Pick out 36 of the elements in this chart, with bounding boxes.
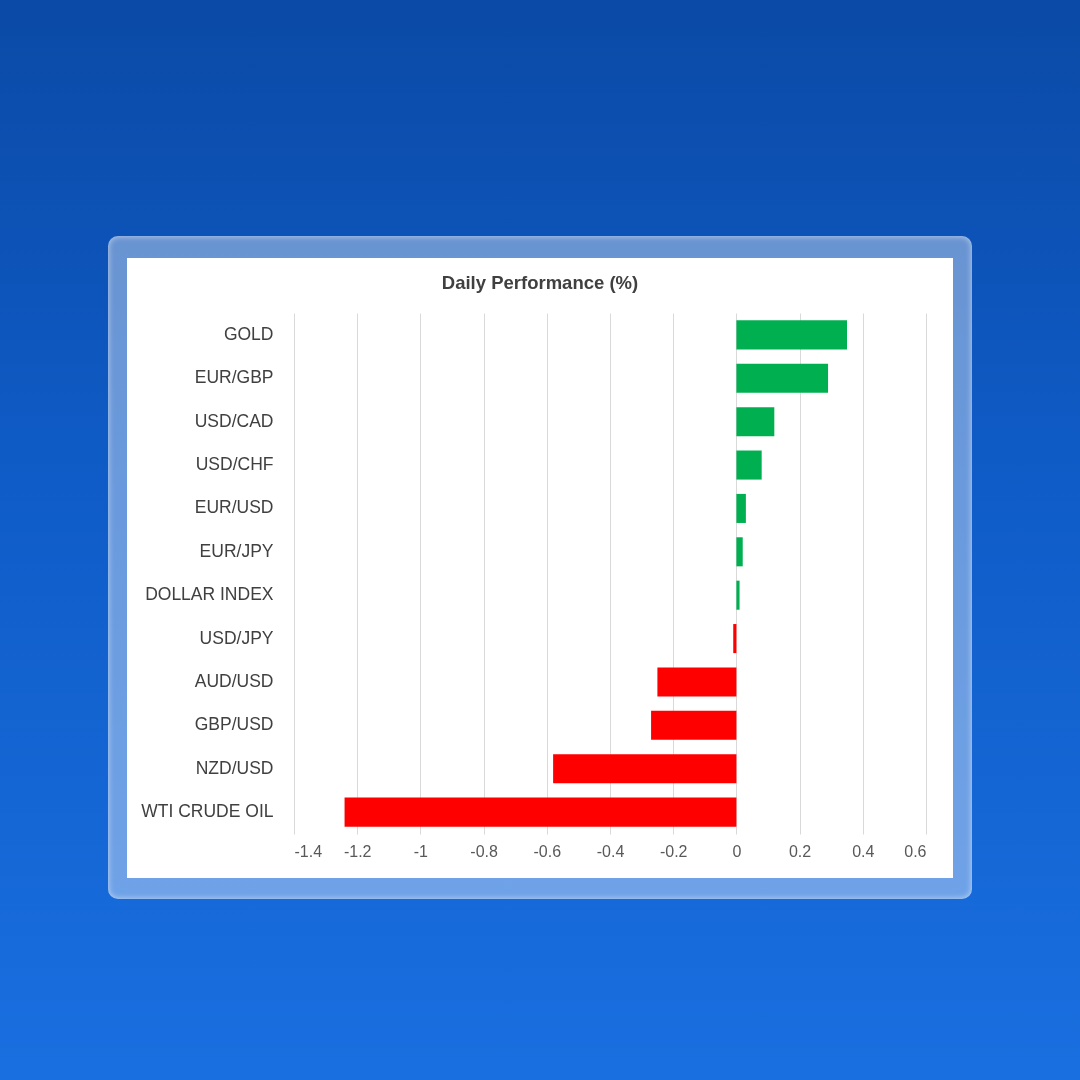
bar [733,624,737,654]
x-tick-label: -1.2 [343,842,372,860]
y-tick-label: WTI CRUDE OIL [141,801,274,822]
x-tick-label: 0.4 [852,842,875,860]
x-tick-label: -0.2 [659,842,688,860]
x-tick-label: -0.8 [470,842,498,860]
y-tick-label: GBP/USD [194,714,274,735]
y-tick-label: EUR/USD [194,497,274,518]
x-tick-label: -1 [413,842,429,860]
bar [736,320,847,350]
bar [553,754,737,784]
x-tick-label: -1.4 [294,842,323,860]
y-tick-label: AUD/USD [194,670,274,691]
y-tick-label: NZD/USD [195,757,274,778]
x-tick-label: 0.2 [788,842,812,860]
bar [344,797,737,827]
bar [736,580,740,610]
y-tick-label: EUR/JPY [199,540,274,561]
chart-title: Daily Performance (%) [441,271,639,293]
y-tick-label: DOLLAR INDEX [145,584,274,605]
y-tick-label: GOLD [223,323,274,344]
bar [651,710,737,740]
bar [736,537,743,567]
bar [736,450,762,480]
y-tick-label: USD/CAD [194,410,274,431]
bar [657,667,737,697]
y-tick-label: EUR/GBP [194,367,274,388]
y-tick-label: USD/JPY [199,627,274,648]
x-tick-label: -0.6 [533,842,562,860]
x-tick-label: 0.6 [904,842,927,860]
x-tick-label: 0 [732,842,742,860]
bar [736,363,829,393]
x-tick-label: -0.4 [596,842,625,860]
bar [736,493,746,523]
bar [736,407,775,437]
y-tick-label: USD/CHF [195,454,274,475]
